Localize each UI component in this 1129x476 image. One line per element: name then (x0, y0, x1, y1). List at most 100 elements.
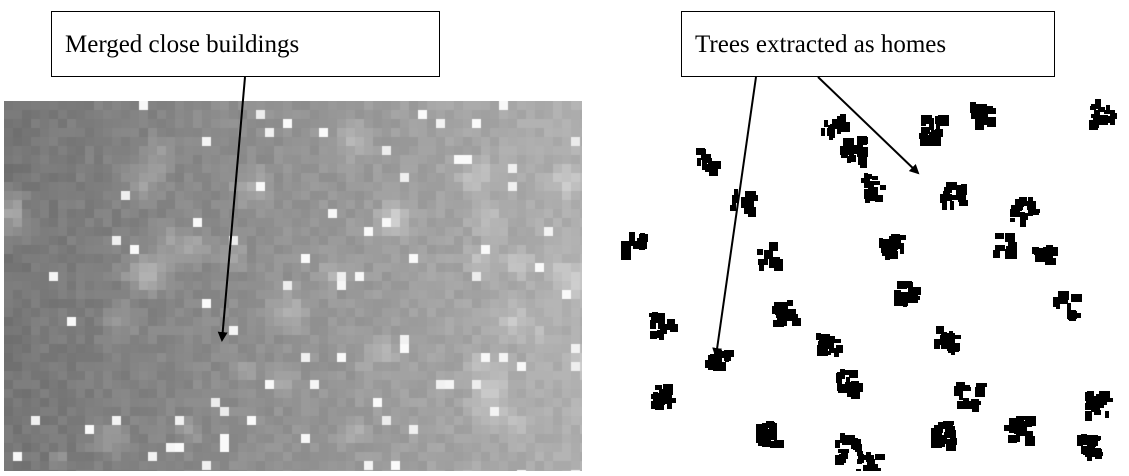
extracted-blob-pixel (639, 234, 648, 238)
extracted-blob-pixel (901, 281, 912, 288)
extracted-blob-pixel (1077, 435, 1083, 446)
extracted-blob-pixel (1020, 419, 1024, 425)
extracted-blob-pixel (1086, 402, 1097, 406)
extracted-blob-pixel (781, 302, 788, 312)
extracted-blob-pixel (940, 194, 947, 203)
extracted-blob-pixel (621, 250, 631, 260)
extracted-blob-pixel (1085, 403, 1092, 410)
extracted-blob-pixel (835, 455, 844, 465)
extracted-blob-pixel (947, 344, 952, 351)
extracted-blob-pixel (950, 201, 954, 210)
extracted-blob-pixel (936, 120, 940, 130)
extracted-blob-pixel (857, 451, 863, 456)
extracted-blob-pixel (1105, 411, 1109, 418)
extracted-blob-pixel (724, 356, 731, 361)
extracted-blob-pixel (640, 242, 646, 249)
extracted-blob-pixel (943, 191, 950, 196)
extracted-blob-pixel (872, 176, 878, 180)
right-annotation-text: Trees extracted as homes (695, 31, 947, 58)
extracted-blob-pixel (891, 234, 900, 239)
extracted-blob-pixel (1067, 303, 1071, 312)
extracted-blob-pixel (775, 306, 779, 315)
extracted-blob-pixel (656, 393, 661, 399)
extracted-blob-pixel (819, 338, 826, 346)
extracted-blob-pixel (651, 401, 661, 409)
extracted-blob-pixel (857, 147, 868, 157)
extracted-blob-pixel (1094, 410, 1101, 415)
extracted-blob-pixel (840, 433, 845, 443)
extracted-blob-pixel (838, 384, 847, 393)
extracted-blob-pixel (830, 339, 841, 343)
extracted-blob-pixel (1045, 258, 1056, 265)
extracted-blob-pixel (880, 185, 886, 190)
extracted-blob-pixel (875, 454, 885, 460)
extracted-blob-pixel (1008, 435, 1017, 443)
extracted-blob-pixel (732, 195, 739, 203)
extracted-blob-pixel (908, 282, 913, 291)
extracted-blob-pixel (773, 261, 781, 265)
extracted-blob-pixel (1025, 416, 1036, 426)
extracted-blob-pixel (929, 119, 934, 130)
extracted-blob-pixel (1056, 303, 1060, 309)
extracted-blob-pixel (756, 424, 762, 432)
extracted-blob-pixel (834, 348, 839, 357)
extracted-blob-pixel (867, 174, 872, 179)
extracted-blob-pixel (756, 432, 766, 443)
extracted-blob-pixel (847, 438, 858, 442)
extracted-blob-pixel (667, 401, 672, 409)
extracted-blob-pixel (975, 387, 985, 397)
extracted-blob-pixel (846, 377, 850, 384)
extracted-blob-pixel (653, 392, 658, 398)
extracted-blob-pixel (773, 320, 784, 327)
extracted-blob-pixel (965, 398, 969, 406)
extracted-blob-pixel (947, 194, 952, 201)
extracted-blob-pixel (650, 331, 657, 339)
extracted-blob-pixel (841, 452, 848, 459)
extracted-blob-pixel (941, 435, 947, 439)
extracted-blob-pixel (860, 157, 867, 168)
extracted-blob-pixel (956, 382, 965, 389)
extracted-blob-pixel (701, 155, 707, 160)
extracted-blob-pixel (1069, 310, 1076, 321)
left-aerial-grayscale-image (4, 101, 582, 471)
extracted-blob-pixel (769, 242, 778, 251)
extracted-blob-pixel (942, 333, 949, 337)
extracted-blob-pixel (979, 117, 990, 125)
extracted-blob-pixel (861, 178, 866, 183)
extracted-blob-pixel (817, 345, 828, 356)
extracted-blob-pixel (1025, 431, 1033, 436)
extracted-blob-pixel (744, 206, 748, 214)
extracted-blob-pixel (629, 232, 635, 243)
extracted-blob-pixel (792, 318, 801, 326)
extracted-blob-pixel (708, 355, 718, 364)
extracted-blob-pixel (770, 441, 777, 448)
extracted-blob-pixel (1010, 218, 1015, 222)
extracted-blob-pixel (1013, 436, 1020, 442)
extracted-blob-pixel (758, 259, 768, 265)
extracted-blob-pixel (1009, 418, 1020, 428)
right-binary-extraction-image (605, 92, 1127, 476)
extracted-blob-pixel (663, 392, 672, 399)
extracted-blob-pixel (1104, 398, 1113, 402)
extracted-blob-pixel (696, 148, 705, 155)
extracted-blob-pixel (827, 128, 835, 136)
extracted-blob-pixel (868, 464, 878, 472)
extracted-blob-pixel (960, 194, 966, 205)
extracted-blob-pixel (934, 429, 942, 438)
extracted-blob-pixel (985, 108, 996, 114)
extracted-blob-pixel (1095, 118, 1101, 124)
extracted-blob-pixel (921, 115, 932, 121)
extracted-blob-pixel (1095, 102, 1100, 108)
extracted-blob-pixel (949, 334, 955, 345)
extracted-blob-pixel (652, 313, 660, 320)
extracted-blob-pixel (759, 260, 764, 271)
extracted-blob-pixel (940, 335, 951, 345)
extracted-blob-pixel (769, 423, 777, 432)
extracted-blob-pixel (971, 399, 979, 409)
extracted-blob-pixel (836, 345, 843, 353)
extracted-blob-pixel (655, 385, 662, 390)
extracted-blob-pixel (769, 260, 773, 265)
extracted-blob-pixel (1039, 254, 1043, 262)
extracted-blob-pixel (840, 369, 845, 377)
extracted-blob-pixel (880, 239, 891, 244)
